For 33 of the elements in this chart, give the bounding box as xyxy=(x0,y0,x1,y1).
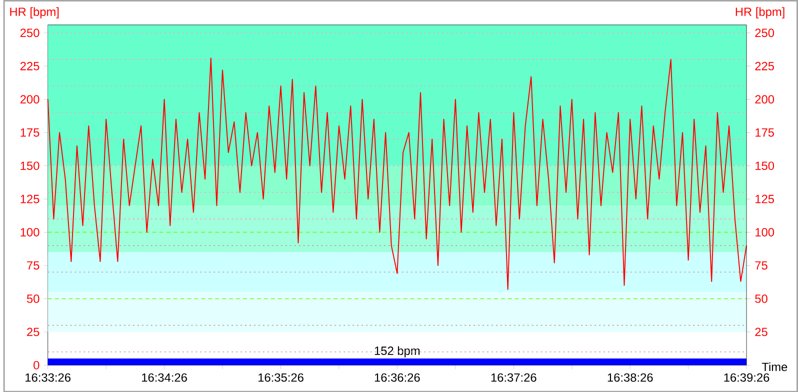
y-tick-label: 125 xyxy=(20,194,40,204)
x-tick-label: 16:39:26 xyxy=(724,373,770,382)
y2-tick-label: 125 xyxy=(756,194,774,204)
x-tick-label: 16:33:26 xyxy=(26,373,70,382)
y-tick-label: 250 xyxy=(20,28,40,37)
y2-tick-label: 200 xyxy=(755,94,774,104)
x-tick-label: 16:36:26 xyxy=(374,373,420,382)
x-tick-label: 16:38:26 xyxy=(608,373,653,382)
y-tick-label: 150 xyxy=(20,161,40,170)
x-tick-label: 16:35:26 xyxy=(258,373,304,382)
y-tick-label: 200 xyxy=(20,94,40,104)
y2-tick-label: 25 xyxy=(755,328,768,336)
y-tick-label: 0 xyxy=(34,360,40,370)
y2-tick-label: 225 xyxy=(755,62,774,70)
y-tick-label: 100 xyxy=(20,228,40,236)
y-tick-label: 225 xyxy=(20,62,40,70)
y2-tick-label: 75 xyxy=(755,261,768,270)
y2-axis-title: HR [bpm] xyxy=(736,7,784,18)
y2-tick-label: 50 xyxy=(755,294,768,303)
y-axis-title: HR [bpm] xyxy=(10,7,59,18)
line-series xyxy=(47,57,748,290)
y2-tick-label: 175 xyxy=(756,128,774,137)
x-tick-label: 16:34:26 xyxy=(142,373,187,382)
y-tick-label: 75 xyxy=(27,261,40,270)
y2-tick-label: 150 xyxy=(756,161,774,170)
y-tick-label: 175 xyxy=(20,128,40,137)
y-tick-label: 50 xyxy=(26,294,40,303)
x-axis-title: Time xyxy=(762,362,788,371)
y2-tick-label: 100 xyxy=(756,228,774,236)
y-tick-label: 25 xyxy=(27,328,40,336)
y2-tick-label: 250 xyxy=(755,28,774,37)
band-label: 152 bpm xyxy=(374,346,420,358)
x-tick-label: 16:37:26 xyxy=(491,373,536,382)
